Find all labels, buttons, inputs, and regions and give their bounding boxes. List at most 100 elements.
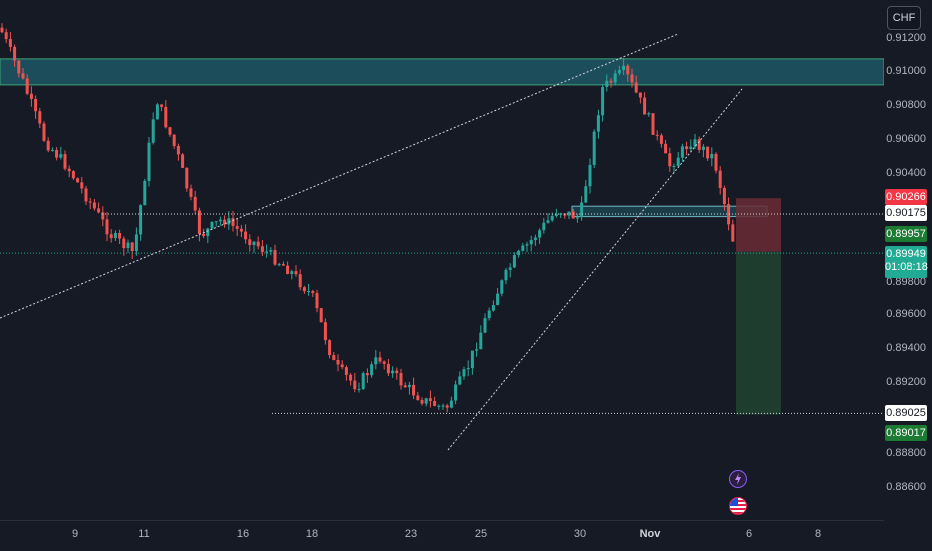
candle-body [244, 231, 248, 240]
candle-body [80, 182, 84, 189]
candle-body [407, 384, 411, 388]
candle-body [88, 201, 92, 203]
candle-body [454, 384, 458, 401]
entry-price-badge: 0.89957 [885, 226, 927, 242]
candle-body [701, 146, 705, 150]
candle-body [567, 211, 571, 216]
candle-body [50, 149, 54, 151]
price-tick: 0.89800 [886, 276, 926, 288]
candle-body [34, 99, 38, 112]
candle-body [252, 241, 256, 246]
candle-body [147, 142, 151, 181]
candle-body [433, 401, 437, 406]
candle-body [588, 164, 592, 187]
candle-body [357, 388, 361, 390]
candle-body [76, 178, 80, 183]
candle-body [403, 385, 407, 388]
candle-body [126, 242, 130, 249]
candle-body [185, 167, 189, 189]
candle-body [84, 188, 88, 202]
support-price-badge: 0.89025 [885, 405, 927, 421]
candle-body [122, 238, 126, 249]
candle-body [311, 291, 315, 294]
candle-body [575, 217, 579, 219]
trendline-upper [0, 33, 679, 319]
price-tick: 0.89200 [886, 376, 926, 388]
candle-body [59, 154, 63, 158]
candle-body [172, 134, 176, 147]
candle-body [680, 146, 684, 158]
candle-body [508, 267, 512, 270]
candle-body [290, 271, 294, 275]
candle-body [67, 168, 71, 172]
candle-body [479, 332, 483, 350]
candle-body [0, 27, 4, 33]
candle-body [727, 204, 731, 225]
candle-body [722, 187, 726, 205]
candle-body [155, 104, 159, 120]
candle-body [42, 123, 46, 141]
target-price-badge: 0.89017 [885, 425, 927, 441]
candle-body [529, 239, 533, 245]
candle-body [294, 271, 298, 275]
candle-body [281, 264, 285, 266]
price-tick: 0.90600 [886, 133, 926, 145]
candle-body [605, 80, 609, 87]
candle-body [227, 218, 231, 225]
candle-body [395, 370, 399, 374]
candle-body [462, 369, 466, 377]
price-tick: 0.89400 [886, 342, 926, 354]
candle-body [424, 398, 428, 404]
candle-body [391, 370, 395, 374]
chart-plot[interactable] [0, 0, 884, 520]
candle-body [437, 405, 441, 407]
candle-body [504, 269, 508, 281]
price-axis[interactable]: 0.91200 0.91000 0.90800 0.90600 0.90400 … [884, 0, 932, 520]
candle-body [517, 250, 521, 256]
candle-body [622, 65, 626, 71]
candle-body [29, 93, 33, 100]
candle-body [559, 213, 563, 215]
candle-body [718, 170, 722, 188]
candle-body [630, 74, 634, 83]
candle-body [382, 361, 386, 364]
stop-loss-box [736, 198, 781, 252]
candle-body [336, 360, 340, 365]
candle-body [458, 376, 462, 385]
candle-body [256, 241, 260, 247]
candle-body [689, 146, 693, 150]
candle-body [487, 310, 491, 319]
candle-body [298, 274, 302, 288]
candle-body [668, 153, 672, 167]
stop-price-badge: 0.90266 [885, 189, 927, 205]
candle-body [210, 221, 214, 229]
time-tick: 16 [236, 528, 250, 540]
candle-body [164, 106, 168, 128]
current-price-value: 0.89949 [886, 248, 926, 260]
candle-body [344, 367, 348, 375]
candle-body [592, 131, 596, 165]
candle-body [353, 380, 357, 390]
candle-body [412, 384, 416, 396]
candle-body [277, 264, 281, 266]
candle-body [672, 166, 676, 168]
candle-body [374, 357, 378, 365]
candle-body [97, 208, 101, 213]
candle-body [554, 214, 558, 216]
candle-body [302, 287, 306, 292]
candle-body [160, 104, 164, 107]
candle-body [483, 318, 487, 333]
candle-body [55, 149, 59, 158]
candle-body [542, 222, 546, 231]
candle-body [710, 153, 714, 159]
lightning-event-icon[interactable] [729, 470, 747, 488]
currency-button[interactable]: CHF [887, 6, 921, 30]
candle-body [643, 97, 647, 115]
candle-body [307, 291, 311, 293]
us-flag-event-icon[interactable] [729, 497, 747, 515]
candle-body [466, 368, 470, 370]
time-tick: 25 [474, 528, 488, 540]
candle-body [21, 73, 25, 79]
time-axis[interactable]: 9 11 16 18 23 25 30 Nov 6 8 [0, 520, 884, 551]
candle-body [416, 395, 420, 401]
